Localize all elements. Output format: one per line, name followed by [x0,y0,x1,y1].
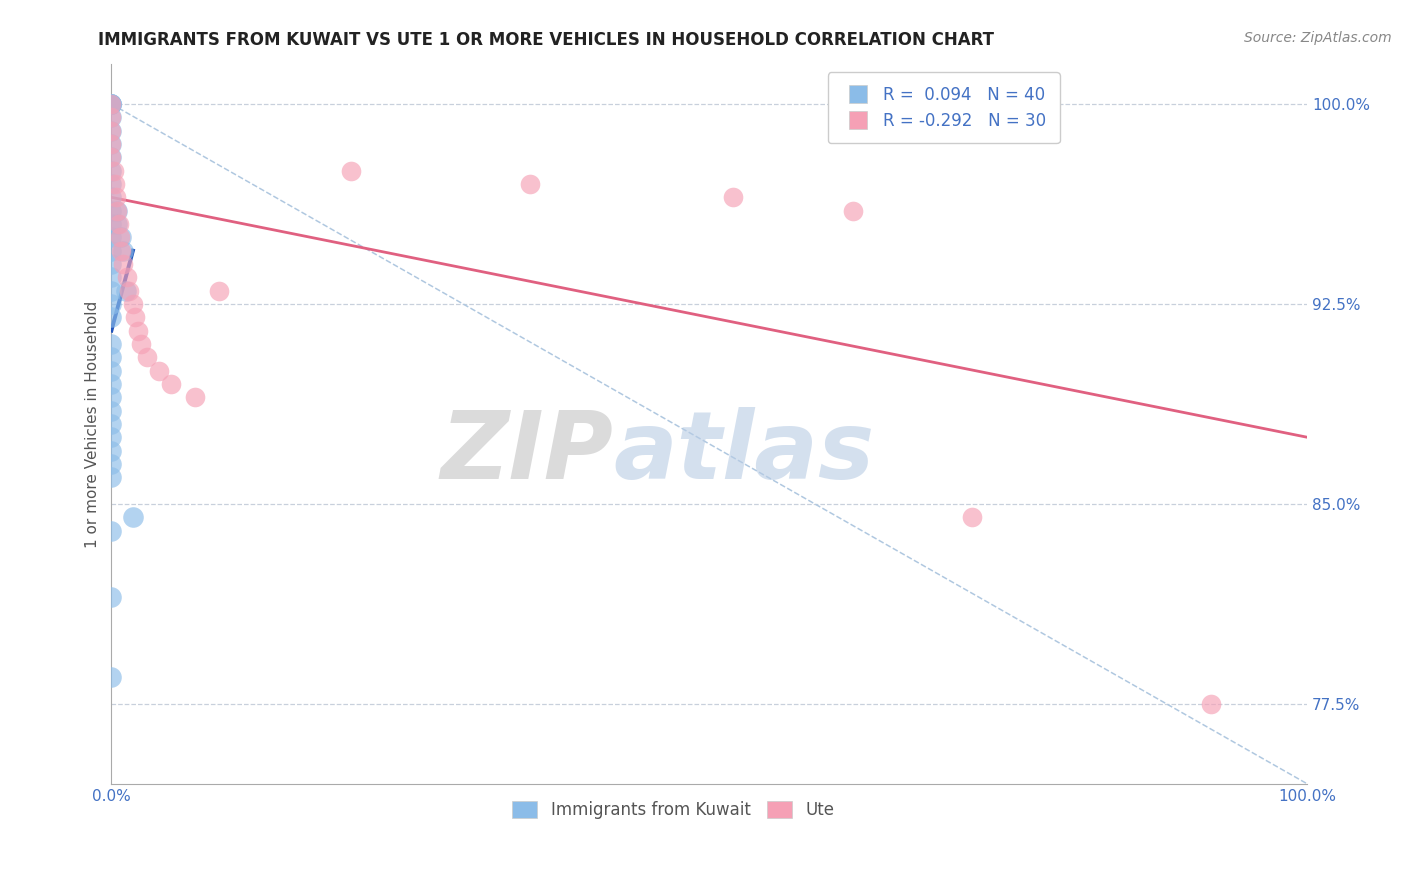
Point [108,230,131,244]
Point [104,177,127,191]
Point [1201,697,1223,711]
Point [110,230,132,244]
Point [100,124,122,138]
Point [721,190,744,204]
Point [100,310,122,325]
Point [107,217,129,231]
Point [100,363,122,377]
Legend: Immigrants from Kuwait, Ute: Immigrants from Kuwait, Ute [506,794,841,826]
Text: Source: ZipAtlas.com: Source: ZipAtlas.com [1244,31,1392,45]
Point [100,297,122,311]
Point [339,163,361,178]
Point [962,510,984,524]
Point [122,510,145,524]
Point [127,324,149,338]
Point [100,217,122,231]
Point [100,97,122,112]
Text: atlas: atlas [613,407,875,499]
Point [100,337,122,351]
Point [100,97,122,112]
Point [122,297,145,311]
Point [841,203,863,218]
Point [100,417,122,431]
Y-axis label: 1 or more Vehicles in Household: 1 or more Vehicles in Household [86,301,100,548]
Point [100,257,122,271]
Point [208,284,231,298]
Point [519,177,541,191]
Point [100,390,122,404]
Point [148,363,170,377]
Point [100,97,122,112]
Point [100,203,122,218]
Point [114,284,136,298]
Point [100,97,122,112]
Point [100,136,122,151]
Point [100,136,122,151]
Point [100,270,122,285]
Point [136,351,159,365]
Point [100,376,122,391]
Point [100,244,122,258]
Point [105,203,128,218]
Point [112,244,135,258]
Point [100,351,122,365]
Point [100,590,122,604]
Point [100,470,122,484]
Point [105,190,128,204]
Point [100,111,122,125]
Point [105,203,128,218]
Point [100,150,122,164]
Point [118,284,141,298]
Point [160,376,183,391]
Point [100,124,122,138]
Point [129,337,152,351]
Point [103,163,125,178]
Point [100,430,122,444]
Text: IMMIGRANTS FROM KUWAIT VS UTE 1 OR MORE VEHICLES IN HOUSEHOLD CORRELATION CHART: IMMIGRANTS FROM KUWAIT VS UTE 1 OR MORE … [98,31,994,49]
Point [115,270,138,285]
Point [100,443,122,458]
Point [100,111,122,125]
Point [100,403,122,417]
Point [112,257,135,271]
Point [100,97,122,112]
Point [100,190,122,204]
Point [124,310,146,325]
Point [100,524,122,538]
Point [100,457,122,471]
Point [100,670,122,684]
Point [105,217,128,231]
Point [100,177,122,191]
Text: ZIP: ZIP [440,407,613,499]
Point [110,244,132,258]
Point [100,150,122,164]
Point [100,163,122,178]
Point [100,230,122,244]
Point [100,284,122,298]
Point [184,390,207,404]
